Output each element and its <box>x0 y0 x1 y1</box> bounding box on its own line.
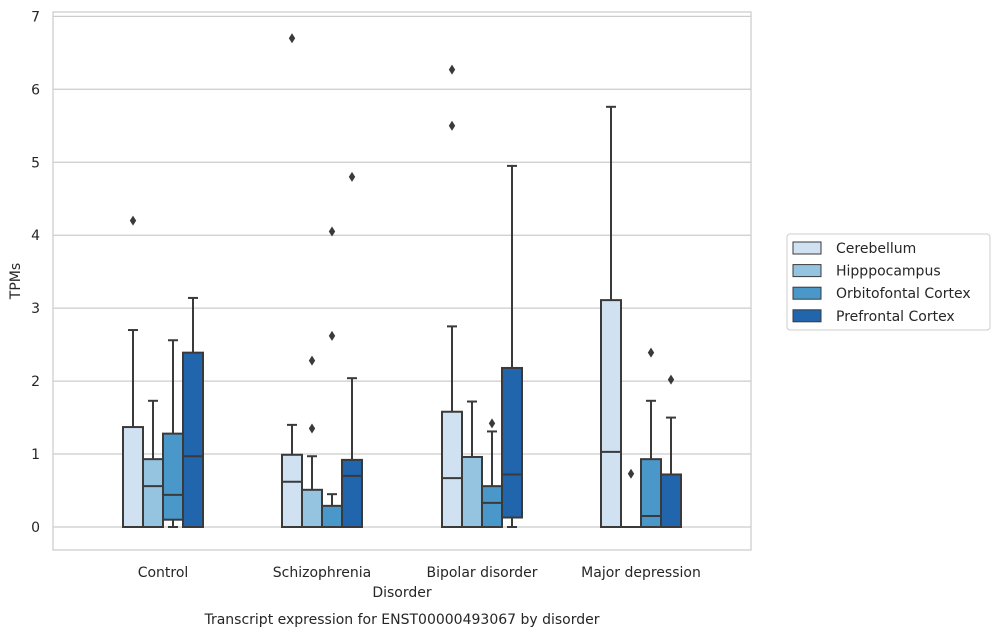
legend-label: Hipppocampus <box>836 264 941 280</box>
box-body <box>461 455 483 528</box>
box-cerebellum <box>441 64 463 529</box>
box-body <box>301 488 323 528</box>
box-orbitofontal-cortex <box>162 339 184 528</box>
box-groups <box>122 33 682 529</box>
outlier-point <box>448 64 456 75</box>
y-axis-ticks: 0 1 2 3 4 5 6 7 <box>31 9 40 536</box>
legend-frame <box>786 233 991 331</box>
box-body <box>281 453 303 529</box>
plot-area-frame <box>52 11 752 551</box>
box-hipppocampus <box>620 468 642 529</box>
y-tick-label: 5 <box>31 155 40 171</box>
legend-label: Cerebellum <box>836 241 916 257</box>
legend-label: Prefrontal Cortex <box>836 309 955 325</box>
y-tick-label: 0 <box>31 520 40 536</box>
box-body <box>660 473 682 529</box>
x-axis-label: Disorder <box>372 585 432 601</box>
legend: Cerebellum Hipppocampus Orbitofontal Corte… <box>786 233 991 331</box>
y-axis-label: TPMs <box>8 263 24 300</box>
y-tick-label: 3 <box>31 301 40 317</box>
x-tick-label: Control <box>138 565 189 581</box>
outlier-point <box>488 418 496 429</box>
outlier-point <box>129 215 137 226</box>
box-hipppocampus <box>142 399 164 528</box>
box-orbitofontal-cortex <box>481 418 503 529</box>
y-tick-label: 7 <box>31 9 40 25</box>
box-body <box>321 504 343 529</box>
box-body <box>142 458 164 528</box>
legend-swatch <box>792 241 822 255</box>
box-hipppocampus <box>461 400 483 528</box>
outlier-point <box>448 120 456 131</box>
outlier-point <box>308 355 316 366</box>
outlier-point <box>328 330 336 341</box>
box-prefrontal-cortex <box>341 171 363 528</box>
y-tick-label: 6 <box>31 82 40 98</box>
outlier-point <box>308 423 316 434</box>
legend-label: Orbitofontal Cortex <box>836 286 971 302</box>
x-tick-label: Schizophrenia <box>273 565 371 581</box>
outlier-point <box>627 468 635 479</box>
y-tick-label: 2 <box>31 374 40 390</box>
box-body <box>341 458 363 528</box>
x-axis-ticks: Control Schizophrenia Bipolar disorder Majo… <box>138 565 701 581</box>
outlier-point <box>647 347 655 358</box>
box-cerebellum <box>122 215 144 528</box>
chart-caption: Transcript expression for ENST0000049306… <box>203 612 599 628</box>
legend-swatch <box>792 264 822 278</box>
box-prefrontal-cortex <box>660 374 682 529</box>
x-tick-label: Major depression <box>581 565 701 581</box>
gridlines <box>53 15 751 528</box>
box-orbitofontal-cortex <box>321 226 343 529</box>
box-orbitofontal-cortex <box>640 347 662 528</box>
legend-swatch <box>792 309 822 323</box>
box-prefrontal-cortex <box>182 296 204 528</box>
legend-swatch <box>792 286 822 300</box>
x-tick-label: Bipolar disorder <box>426 565 537 581</box>
outlier-point <box>667 374 675 385</box>
box-hipppocampus <box>301 355 323 528</box>
box-body <box>441 410 463 529</box>
box-body <box>501 366 523 519</box>
box-cerebellum <box>600 105 622 528</box>
box-body <box>481 485 503 529</box>
box-prefrontal-cortex <box>501 164 523 528</box>
y-tick-label: 1 <box>31 447 40 463</box>
box-body <box>182 351 204 528</box>
box-body <box>600 299 622 528</box>
box-cerebellum <box>281 33 303 529</box>
outlier-point <box>288 33 296 44</box>
box-body <box>162 432 184 521</box>
y-tick-label: 4 <box>31 228 40 244</box>
outlier-point <box>348 171 356 182</box>
box-body <box>122 426 144 528</box>
outlier-point <box>328 226 336 237</box>
